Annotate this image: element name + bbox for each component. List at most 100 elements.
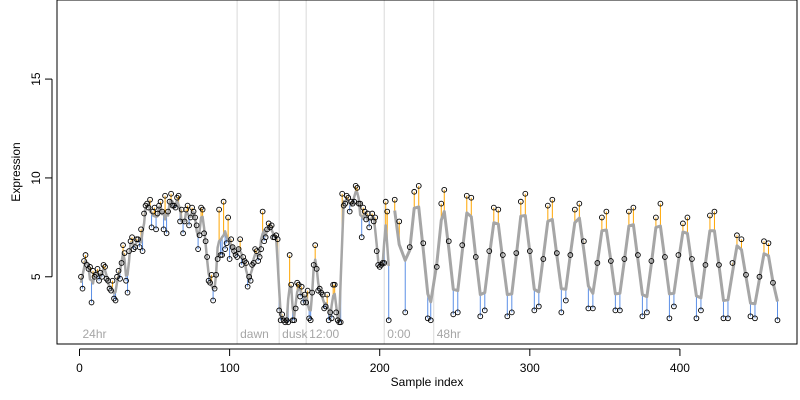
data-point bbox=[202, 238, 209, 245]
segment-labels: 24hr dawn dusk 12:00 0:00 48hr bbox=[83, 327, 461, 341]
data-point bbox=[411, 188, 418, 195]
data-point bbox=[617, 307, 623, 314]
data-point bbox=[351, 198, 358, 205]
data-point bbox=[237, 236, 243, 243]
data-point bbox=[327, 309, 334, 316]
data-point bbox=[594, 260, 601, 266]
data-point bbox=[346, 208, 353, 215]
data-point bbox=[657, 200, 664, 207]
data-point bbox=[168, 190, 174, 197]
data-point bbox=[590, 305, 596, 312]
data-point bbox=[644, 309, 650, 316]
data-point bbox=[671, 303, 677, 310]
data-point bbox=[312, 242, 319, 248]
data-point bbox=[693, 315, 700, 322]
segment-label: 12:00 bbox=[309, 327, 339, 341]
data-point bbox=[684, 214, 691, 221]
data-point bbox=[345, 194, 352, 201]
data-point bbox=[162, 192, 168, 199]
data-point bbox=[300, 299, 307, 306]
data-point bbox=[372, 214, 379, 221]
data-point bbox=[196, 232, 203, 239]
segment-label: dusk bbox=[282, 327, 308, 341]
data-point bbox=[102, 264, 108, 270]
data-point bbox=[653, 214, 659, 221]
data-point bbox=[141, 210, 147, 217]
data-point bbox=[707, 212, 713, 219]
data-point bbox=[214, 256, 221, 262]
data-point bbox=[303, 299, 310, 306]
data-point bbox=[163, 230, 170, 237]
data-point bbox=[517, 198, 524, 205]
data-point bbox=[165, 208, 171, 215]
data-point bbox=[481, 307, 488, 314]
segment-label: 48hr bbox=[437, 327, 461, 341]
data-point bbox=[396, 218, 403, 225]
data-point bbox=[195, 246, 201, 252]
data-point bbox=[247, 277, 254, 284]
data-point bbox=[244, 283, 251, 290]
data-point bbox=[639, 313, 646, 320]
data-point bbox=[716, 262, 722, 268]
data-point bbox=[445, 238, 452, 245]
data-point bbox=[603, 208, 610, 215]
data-point bbox=[354, 184, 361, 191]
data-point bbox=[433, 264, 440, 270]
data-point bbox=[145, 204, 152, 211]
data-point bbox=[743, 271, 749, 278]
data-point bbox=[159, 208, 165, 215]
data-point bbox=[286, 252, 293, 258]
plot-frame bbox=[56, 0, 798, 345]
data-point bbox=[90, 268, 96, 274]
data-point bbox=[201, 230, 207, 237]
data-point bbox=[549, 196, 556, 203]
data-point bbox=[504, 313, 511, 320]
data-point bbox=[259, 208, 266, 215]
data-point bbox=[172, 204, 179, 211]
data-point bbox=[427, 317, 434, 324]
data-point bbox=[160, 226, 167, 233]
x-tick-label: 300 bbox=[520, 361, 540, 375]
data-point bbox=[450, 311, 457, 318]
data-point bbox=[544, 202, 551, 209]
data-point bbox=[331, 281, 338, 288]
data-point bbox=[220, 198, 227, 205]
data-point bbox=[747, 313, 754, 320]
data-point bbox=[166, 198, 173, 205]
segment-dividers bbox=[236, 0, 435, 344]
data-point bbox=[112, 297, 119, 304]
data-point bbox=[298, 283, 305, 290]
data-point bbox=[285, 319, 292, 326]
data-point bbox=[406, 244, 413, 250]
data-point bbox=[147, 196, 153, 203]
data-point bbox=[108, 287, 114, 294]
data-point bbox=[87, 264, 93, 270]
data-point bbox=[118, 260, 125, 266]
data-point bbox=[366, 224, 373, 231]
data-point bbox=[129, 234, 135, 241]
data-point bbox=[126, 248, 132, 254]
y-tick-label: 10 bbox=[29, 171, 43, 185]
data-point bbox=[94, 266, 101, 272]
fit-line-group bbox=[79, 190, 779, 323]
y-tick-label: 15 bbox=[29, 72, 43, 86]
data-points bbox=[78, 182, 781, 326]
data-point bbox=[96, 277, 102, 284]
data-point bbox=[250, 260, 257, 266]
data-point bbox=[234, 254, 240, 260]
data-point bbox=[213, 271, 219, 278]
data-point bbox=[238, 262, 245, 268]
data-point bbox=[219, 252, 225, 258]
data-point bbox=[225, 214, 231, 221]
data-point bbox=[562, 297, 569, 304]
data-point bbox=[415, 182, 422, 189]
data-point bbox=[204, 254, 210, 260]
data-point bbox=[262, 234, 269, 241]
data-point bbox=[342, 200, 349, 207]
data-point bbox=[243, 260, 249, 266]
data-point bbox=[228, 236, 234, 243]
data-point bbox=[82, 252, 89, 258]
data-point bbox=[324, 291, 331, 298]
data-point bbox=[711, 208, 718, 215]
